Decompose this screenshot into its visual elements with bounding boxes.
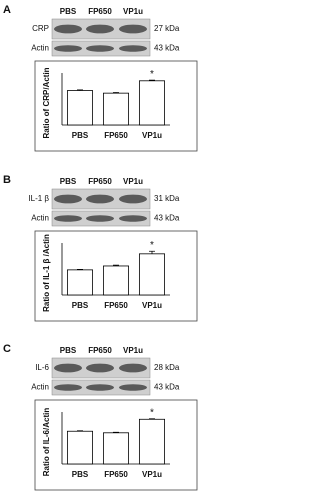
- lane-label: FP650: [88, 177, 112, 186]
- x-tick-label: FP650: [104, 301, 128, 310]
- blot-band: [86, 384, 114, 391]
- bar: [138, 418, 165, 465]
- x-tick-label: PBS: [72, 131, 89, 140]
- error-bar: [113, 264, 119, 266]
- x-tick-label: VP1u: [142, 470, 162, 479]
- lane-label: VP1u: [123, 7, 143, 16]
- x-tick-label: VP1u: [142, 131, 162, 140]
- error-bar: [77, 430, 83, 432]
- lane-label: PBS: [60, 346, 77, 355]
- blot-band: [119, 24, 147, 34]
- size-label: 31 kDa: [154, 194, 180, 203]
- bar: [103, 432, 130, 465]
- lane-label: PBS: [60, 177, 77, 186]
- bar: [67, 430, 94, 465]
- error-bar: [149, 418, 155, 420]
- chart-frame: [34, 399, 198, 491]
- error-bar: [149, 79, 155, 81]
- blot-band: [54, 194, 82, 204]
- x-tick-label: FP650: [104, 131, 128, 140]
- size-label: 43 kDa: [154, 214, 180, 223]
- panel-letter: C: [3, 343, 11, 355]
- blot-band: [86, 215, 114, 222]
- bar: [67, 90, 94, 126]
- bar: [138, 253, 165, 296]
- bar: [67, 269, 94, 296]
- row-label: Actin: [31, 44, 49, 53]
- blot-band: [119, 384, 147, 391]
- y-axis-label: Ratio of CRP/Actin: [42, 67, 51, 138]
- bar: [138, 80, 165, 126]
- blot-band: [119, 194, 147, 204]
- error-bar: [77, 89, 83, 91]
- error-bar: [113, 92, 119, 94]
- size-label: 43 kDa: [154, 383, 180, 392]
- row-label: CRP: [32, 24, 49, 33]
- bar: [103, 92, 130, 126]
- blot-band: [54, 24, 82, 34]
- x-tick-label: PBS: [72, 301, 89, 310]
- lane-label: VP1u: [123, 177, 143, 186]
- blot-band: [119, 363, 147, 373]
- annotation: *: [150, 69, 154, 80]
- size-label: 28 kDa: [154, 363, 180, 372]
- error-bar: [113, 431, 119, 433]
- y-axis-label: Ratio of IL-6/Actin: [42, 408, 51, 477]
- y-axis-label: Ratio of IL-1 β /Actin: [42, 234, 51, 312]
- blot-band: [86, 45, 114, 52]
- chart-frame: [34, 60, 198, 152]
- lane-label: VP1u: [123, 346, 143, 355]
- blot-band: [119, 215, 147, 222]
- row-label: Actin: [31, 383, 49, 392]
- annotation: *: [150, 407, 154, 418]
- size-label: 43 kDa: [154, 44, 180, 53]
- blot-band: [86, 363, 114, 373]
- row-label: IL-6: [35, 363, 49, 372]
- blot-band: [86, 24, 114, 34]
- error-bar: [149, 250, 155, 254]
- row-label: Actin: [31, 214, 49, 223]
- chart-frame: [34, 230, 198, 322]
- annotation: *: [150, 240, 154, 251]
- row-label: IL-1 β: [28, 194, 49, 203]
- x-tick-label: FP650: [104, 470, 128, 479]
- lane-label: PBS: [60, 7, 77, 16]
- blot-band: [86, 194, 114, 204]
- panel-letter: B: [3, 174, 11, 186]
- blot-band: [119, 45, 147, 52]
- blot-band: [54, 45, 82, 52]
- blot-band: [54, 215, 82, 222]
- lane-label: FP650: [88, 7, 112, 16]
- blot-band: [54, 363, 82, 373]
- figure: A PBS FP650 VP1u CRP 27 kDa Actin 43 kDa B PBS FP6…: [3, 4, 198, 491]
- panel-letter: A: [3, 4, 11, 16]
- blot-band: [54, 384, 82, 391]
- size-label: 27 kDa: [154, 24, 180, 33]
- x-tick-label: VP1u: [142, 301, 162, 310]
- x-tick-label: PBS: [72, 470, 89, 479]
- bar: [103, 265, 130, 296]
- lane-label: FP650: [88, 346, 112, 355]
